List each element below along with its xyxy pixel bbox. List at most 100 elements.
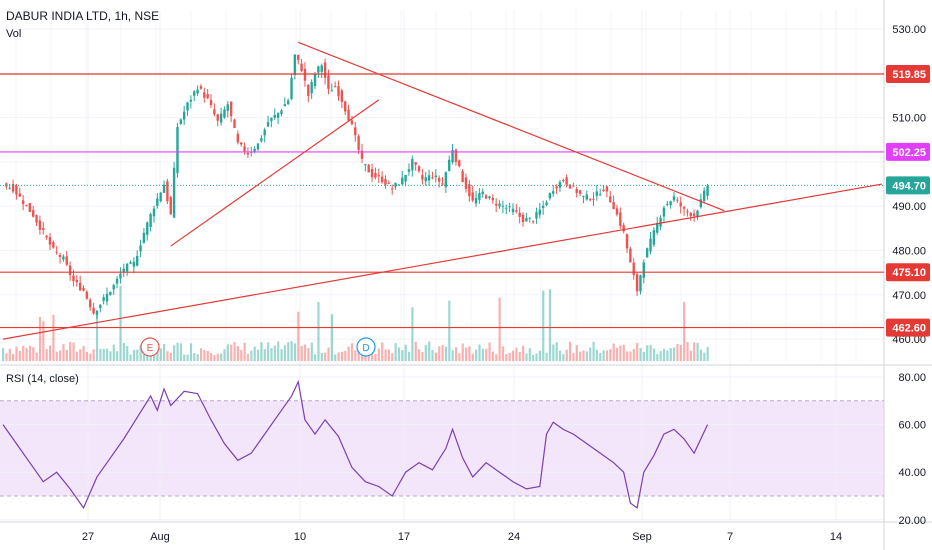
volume-bar — [95, 312, 99, 361]
candle-body — [199, 86, 203, 89]
volume-bar — [434, 352, 437, 361]
volume-bar — [585, 351, 588, 361]
candle-body — [397, 184, 401, 186]
volume-bar — [475, 349, 478, 361]
volume-label: Vol — [6, 28, 22, 40]
volume-bar — [673, 347, 676, 361]
volume-bar — [468, 346, 471, 361]
volume-bar — [418, 349, 421, 361]
candle-body — [448, 159, 451, 171]
volume-bar — [297, 311, 300, 361]
candle-body — [176, 126, 179, 174]
volume-bar — [582, 350, 585, 361]
volume-bar — [528, 348, 531, 361]
volume-bar — [464, 347, 468, 361]
volume-bar — [193, 352, 196, 361]
candle-body — [437, 177, 441, 182]
price-badge-text: 494.70 — [892, 180, 926, 192]
symbol-title: DABUR INDIA LTD, 1h, NSE — [6, 9, 160, 23]
candle-body — [283, 104, 287, 107]
volume-bar — [515, 347, 518, 361]
candle-body — [330, 90, 333, 92]
candle-body — [156, 198, 159, 207]
candle-body — [31, 210, 35, 217]
candle-body — [592, 198, 595, 200]
candle-body — [21, 200, 25, 205]
volume-bar — [407, 351, 411, 361]
volume-bar — [236, 346, 240, 361]
candle-body — [642, 262, 646, 278]
volume-bar — [85, 351, 89, 361]
volume-bar — [240, 349, 243, 361]
volume-bar — [303, 344, 307, 361]
candle-body — [263, 129, 266, 136]
candle-body — [52, 242, 55, 248]
volume-bar — [213, 354, 216, 361]
volume-bar — [552, 344, 555, 361]
rsi-label: RSI (14, close) — [6, 373, 79, 385]
candle-body — [682, 207, 686, 209]
volume-bar — [327, 347, 330, 361]
candle-body — [256, 143, 260, 150]
candle-body — [186, 102, 189, 111]
event-marker-letter: D — [362, 343, 369, 354]
candle-body — [525, 217, 528, 222]
candle-body — [602, 189, 605, 192]
volume-bar — [662, 348, 666, 361]
price-badge-462.60 — [886, 318, 930, 337]
candle-body — [380, 176, 384, 183]
candle-body — [209, 99, 213, 106]
volume-bar — [18, 351, 21, 361]
candle-body — [350, 120, 354, 125]
volume-bar — [575, 345, 578, 361]
volume-bar — [210, 353, 213, 361]
candle-body — [109, 291, 112, 295]
volume-bar — [243, 342, 246, 361]
volume-bar — [424, 344, 427, 361]
candle-body — [635, 274, 639, 292]
volume-bar — [15, 346, 18, 361]
volume-bar — [548, 289, 552, 361]
candle-body — [521, 214, 525, 223]
volume-bar — [626, 351, 629, 361]
candle-body — [290, 77, 293, 99]
candle-body — [276, 113, 280, 118]
volume-bar — [384, 349, 387, 361]
volume-bar — [374, 354, 377, 361]
volume-bar — [629, 351, 632, 361]
event-marker-e: E — [140, 337, 160, 357]
volume-bar — [176, 342, 179, 361]
candle-body — [441, 183, 444, 185]
candle-body — [65, 256, 68, 265]
volume-bar — [116, 351, 119, 361]
volume-bar — [250, 350, 253, 361]
candle-body — [243, 146, 246, 152]
candle-body — [706, 185, 709, 196]
candle-body — [28, 203, 32, 212]
volume-bar — [619, 345, 622, 361]
time-tick-label: 10 — [294, 531, 306, 543]
candle-body — [585, 194, 588, 200]
candle-body — [518, 212, 521, 217]
candles — [5, 54, 709, 319]
candle-body — [15, 185, 18, 195]
candle-body — [622, 225, 625, 232]
candle-body — [18, 193, 21, 197]
volume-bar — [572, 352, 575, 361]
volume-bar — [471, 353, 474, 361]
volume-bar — [183, 354, 186, 361]
volume-bar — [612, 343, 615, 361]
volume-bar — [38, 317, 42, 361]
volume-bar — [253, 346, 256, 361]
candle-body — [236, 133, 240, 143]
candle-body — [364, 164, 367, 166]
candle-body — [508, 206, 511, 208]
volume-bar — [126, 346, 129, 361]
volume-bar — [642, 351, 646, 361]
candle-body — [565, 177, 568, 185]
volume-bar — [334, 354, 337, 361]
volume-bar — [421, 352, 424, 361]
volume-bar — [82, 345, 85, 361]
candle-body — [95, 310, 99, 315]
rsi-tick-label: 80.00 — [898, 372, 926, 384]
